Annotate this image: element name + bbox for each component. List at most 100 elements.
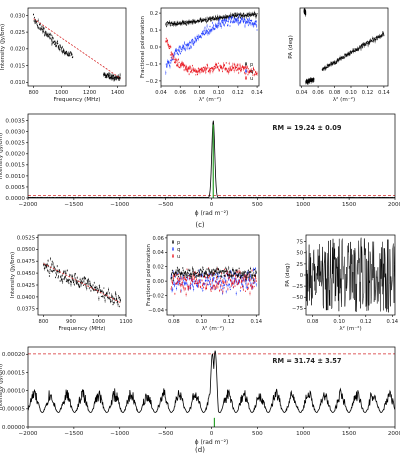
fit-line: [33, 18, 121, 79]
series-points: [321, 32, 385, 71]
x-tick-label: 0.14: [250, 319, 262, 325]
x-tick-label: −2000: [19, 202, 38, 208]
y-axis-label: PA (deg): [285, 263, 291, 287]
axes-frame: [299, 7, 389, 87]
y-tick-label: 0.0375: [17, 307, 35, 313]
y-axis-label: PA (deg): [288, 35, 294, 59]
chart-d_intensity: 800 900 1000 1100 0.0375 0.0400 0.0425 0.0450 0.…: [10, 234, 133, 332]
series-points: [33, 14, 74, 58]
x-tick-label: −500: [158, 202, 174, 208]
x-tick-label: 0.10: [345, 90, 357, 96]
y-tick-label: 0.04: [152, 250, 164, 256]
plot-area: [33, 13, 121, 82]
caption-c: (c): [195, 221, 205, 229]
y-tick-label: 0.00010: [2, 389, 26, 395]
x-tick-label: 1100: [119, 319, 132, 325]
x-tick-label: 0.06: [174, 90, 186, 96]
chart-d_pa: 0.08 0.10 0.12 0.14 −75 −50 −25 0 25 50 75 λ² (m⁻²)…: [285, 234, 399, 332]
x-axis-label: ϕ (rad m⁻²): [195, 439, 229, 446]
y-tick-label: 25: [296, 262, 303, 268]
x-tick-label: 0.12: [360, 319, 372, 325]
y-tick-label: 0.0020: [5, 152, 25, 158]
plot-area: [165, 10, 258, 77]
x-tick-label: −1000: [110, 202, 129, 208]
y-tick-label: 0.1: [150, 28, 158, 34]
series-points-q: [165, 15, 258, 74]
x-tick-label: 0.14: [251, 90, 263, 96]
x-tick-label: 1000: [55, 90, 68, 96]
y-tick-label: 0.0030: [5, 130, 25, 136]
x-tick-label: 0.14: [378, 90, 390, 96]
legend-dot-q: [245, 70, 247, 72]
x-axis-label: Frequency (MHz): [53, 97, 100, 103]
y-tick-label: 0.0425: [17, 283, 35, 289]
y-tick-label: 0.030: [10, 13, 25, 19]
x-tick-label: 0.08: [168, 319, 180, 325]
y-tick-label: 0.0400: [17, 295, 35, 301]
y-tick-label: 0: [300, 273, 303, 279]
x-tick-label: −1500: [64, 431, 83, 437]
rm-spectrum-line: [28, 350, 395, 413]
caption-d: (d): [195, 446, 205, 454]
x-tick-label: 1400: [111, 90, 124, 96]
y-tick-label: 0.00020: [2, 352, 26, 358]
error-bars: [43, 257, 121, 308]
x-tick-label: 0.10: [333, 319, 345, 325]
chart-c_fracpol: pqu 0.04 0.06 0.08 0.10 0.12 0.14 −0.2 −0.1 0.0 0.…: [140, 7, 264, 103]
legend-label-p: p: [250, 62, 254, 68]
x-tick-label: 0.08: [307, 319, 319, 325]
y-axis-label: Intensity (Jy/bm): [0, 133, 4, 179]
x-tick-label: 500: [252, 202, 263, 208]
axes-frame: [37, 234, 127, 316]
y-axis-label: Intensity (Jy/bm): [0, 364, 4, 410]
y-tick-label: −0.1: [145, 62, 158, 68]
x-tick-label: −2000: [19, 431, 38, 437]
x-tick-label: −500: [158, 431, 174, 437]
chart-c_rm: RM = 19.24 ± 0.09 −2000 −1500 −1000 −500 0 500…: [0, 113, 400, 217]
chart-d_fracpol: pqu 0.08 0.10 0.12 0.14 −0.04 −0.02 0.00 0.02 0.0…: [146, 234, 263, 332]
x-tick-label: 900: [66, 319, 76, 325]
x-tick-label: 500: [252, 431, 263, 437]
legend-dot-p: [245, 63, 247, 65]
x-tick-label: 1000: [296, 202, 311, 208]
y-tick-label: −0.04: [148, 308, 165, 314]
error-bars: [165, 37, 258, 77]
x-tick-label: 2000: [388, 202, 400, 208]
x-tick-label: 2000: [388, 431, 400, 437]
y-tick-label: 0.0500: [17, 247, 35, 253]
plot-area: [170, 265, 257, 297]
y-tick-label: 50: [296, 251, 303, 257]
y-tick-label: 0.0450: [17, 271, 35, 277]
y-tick-label: −0.02: [148, 293, 164, 299]
x-tick-label: 0: [210, 202, 214, 208]
x-axis-label: λ² (m⁻²): [202, 325, 224, 332]
series-points: [43, 258, 121, 307]
x-tick-label: 1500: [342, 431, 357, 437]
axes-frame: [27, 7, 127, 87]
y-tick-label: 0.025: [10, 30, 25, 36]
series-line: [306, 237, 395, 313]
x-tick-label: 1200: [83, 90, 96, 96]
x-tick-label: 0.04: [155, 90, 167, 96]
x-tick-label: 0.10: [213, 90, 225, 96]
legend-label-q: q: [177, 247, 180, 253]
y-axis-label: Intensity (Jy/bm): [10, 252, 16, 298]
rm-annotation: RM = 19.24 ± 0.09: [272, 124, 341, 132]
series-points: [303, 9, 307, 16]
y-tick-label: 0.0015: [5, 163, 25, 169]
plot-area: [28, 120, 395, 198]
y-tick-label: 0.00005: [2, 407, 26, 413]
x-axis-label: ϕ (rad m⁻²): [195, 210, 229, 217]
legend-dot-u: [245, 77, 247, 79]
y-tick-label: 75: [296, 240, 303, 246]
x-tick-label: 0.10: [196, 319, 208, 325]
x-tick-label: −1500: [64, 202, 83, 208]
y-tick-label: 0.0525: [17, 235, 35, 241]
legend-label-q: q: [250, 69, 253, 75]
x-axis-label: λ² (m⁻²): [339, 325, 361, 332]
series-points-u: [165, 38, 258, 76]
y-axis-label: Fractional polarization: [140, 16, 146, 78]
legend-label-u: u: [250, 76, 253, 82]
legend-dot-u: [172, 255, 174, 257]
